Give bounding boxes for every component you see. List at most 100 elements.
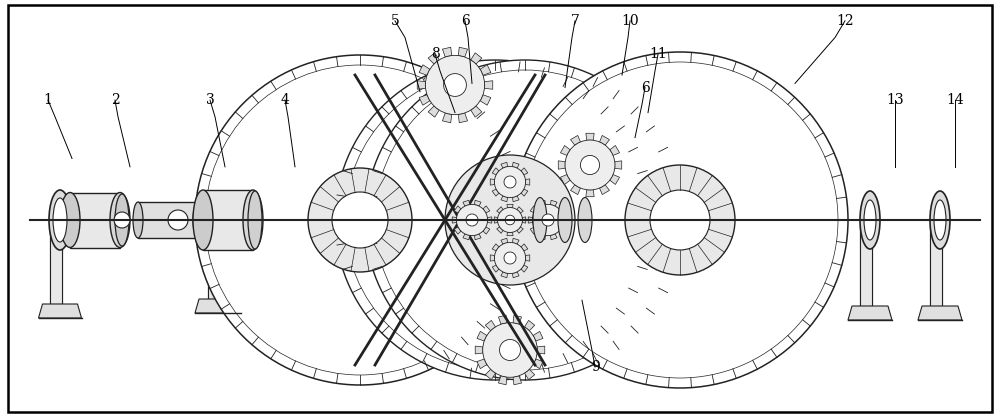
Polygon shape <box>474 200 481 206</box>
Text: 12: 12 <box>836 14 854 28</box>
Polygon shape <box>50 224 62 304</box>
Circle shape <box>504 252 516 264</box>
Polygon shape <box>497 207 503 213</box>
Polygon shape <box>477 332 487 341</box>
Ellipse shape <box>193 190 213 250</box>
Polygon shape <box>492 168 499 175</box>
Polygon shape <box>203 190 253 250</box>
Circle shape <box>494 166 526 198</box>
Polygon shape <box>419 95 430 105</box>
Polygon shape <box>930 224 942 306</box>
Circle shape <box>308 168 412 272</box>
Ellipse shape <box>533 198 547 243</box>
Circle shape <box>466 214 478 226</box>
Bar <box>138 202 198 238</box>
Polygon shape <box>860 224 872 306</box>
Polygon shape <box>492 244 499 251</box>
Ellipse shape <box>243 190 263 250</box>
Text: 4: 4 <box>281 93 289 107</box>
Polygon shape <box>512 196 519 202</box>
Circle shape <box>445 155 575 285</box>
Circle shape <box>114 212 130 228</box>
Polygon shape <box>522 217 526 223</box>
Ellipse shape <box>49 190 71 250</box>
Polygon shape <box>512 162 519 168</box>
Polygon shape <box>417 81 426 89</box>
Circle shape <box>425 55 485 115</box>
Polygon shape <box>208 224 220 299</box>
Circle shape <box>512 52 848 388</box>
Polygon shape <box>501 196 508 202</box>
Polygon shape <box>571 136 580 145</box>
Circle shape <box>504 176 516 188</box>
Polygon shape <box>521 189 528 196</box>
Polygon shape <box>208 224 220 299</box>
Polygon shape <box>517 207 523 213</box>
Polygon shape <box>497 227 503 233</box>
Circle shape <box>625 165 735 275</box>
Polygon shape <box>485 369 495 379</box>
Polygon shape <box>918 306 962 320</box>
Circle shape <box>483 323 537 377</box>
Polygon shape <box>483 227 490 234</box>
Circle shape <box>580 156 600 175</box>
Ellipse shape <box>930 191 950 249</box>
Polygon shape <box>563 217 568 223</box>
Circle shape <box>565 140 615 190</box>
Polygon shape <box>471 106 482 117</box>
Polygon shape <box>533 359 543 369</box>
Circle shape <box>500 339 520 361</box>
Polygon shape <box>539 200 546 206</box>
Polygon shape <box>533 332 543 341</box>
Polygon shape <box>475 346 483 354</box>
Polygon shape <box>454 206 461 213</box>
Polygon shape <box>586 133 594 140</box>
Polygon shape <box>530 206 537 213</box>
Text: 14: 14 <box>946 93 964 107</box>
Polygon shape <box>610 146 620 156</box>
Polygon shape <box>930 224 942 306</box>
Polygon shape <box>560 146 570 156</box>
Polygon shape <box>490 179 495 185</box>
Polygon shape <box>70 193 120 248</box>
Text: 1: 1 <box>44 93 52 107</box>
Polygon shape <box>559 227 566 234</box>
Polygon shape <box>507 232 513 236</box>
Polygon shape <box>452 217 457 223</box>
Polygon shape <box>487 217 492 223</box>
Polygon shape <box>480 95 491 105</box>
Polygon shape <box>521 244 528 251</box>
Ellipse shape <box>248 191 262 249</box>
Circle shape <box>168 210 188 230</box>
Polygon shape <box>490 255 495 261</box>
Polygon shape <box>513 376 522 385</box>
Text: 6: 6 <box>461 14 469 28</box>
Polygon shape <box>525 320 535 331</box>
Polygon shape <box>458 47 468 57</box>
Polygon shape <box>501 272 508 278</box>
Polygon shape <box>550 200 557 206</box>
Polygon shape <box>480 65 491 75</box>
Text: 11: 11 <box>649 47 667 61</box>
Polygon shape <box>559 206 566 213</box>
Polygon shape <box>492 265 499 272</box>
Text: 13: 13 <box>886 93 904 107</box>
Polygon shape <box>442 113 452 123</box>
Polygon shape <box>860 224 872 306</box>
Polygon shape <box>38 304 82 318</box>
Polygon shape <box>471 53 482 64</box>
Ellipse shape <box>934 200 946 240</box>
Polygon shape <box>458 113 468 123</box>
Circle shape <box>195 55 525 385</box>
Polygon shape <box>442 47 452 57</box>
Circle shape <box>650 190 710 250</box>
Polygon shape <box>615 161 622 169</box>
Ellipse shape <box>860 191 880 249</box>
Polygon shape <box>558 161 565 169</box>
Polygon shape <box>498 315 507 324</box>
Ellipse shape <box>53 198 67 242</box>
Polygon shape <box>485 320 495 331</box>
Polygon shape <box>521 265 528 272</box>
Polygon shape <box>501 162 508 168</box>
Polygon shape <box>463 234 470 240</box>
